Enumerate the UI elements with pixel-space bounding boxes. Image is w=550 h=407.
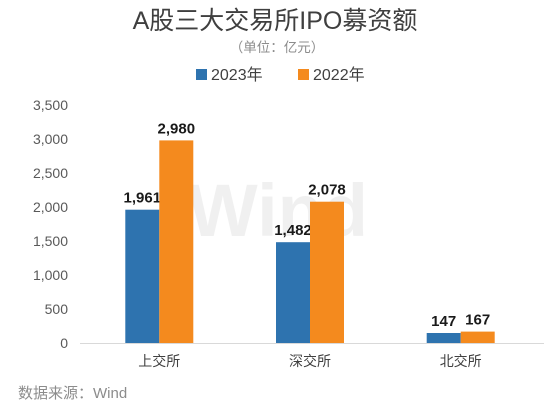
data-label-series1-cat1: 1,961 [124, 190, 162, 207]
bar-series1-cat2 [276, 242, 310, 343]
y-tick-label: 2,000 [33, 199, 68, 215]
data-label-series2-cat3: 167 [465, 312, 490, 329]
data-label-series1-cat3: 147 [431, 313, 456, 330]
legend-swatch-series2 [298, 69, 309, 80]
x-axis: 上交所 深交所 北交所 [80, 343, 544, 369]
legend-item-series2: 2022年 [298, 66, 365, 84]
chart-subtitle: （单位：亿元） [230, 40, 325, 55]
x-tick-label: 上交所 [138, 353, 180, 369]
x-tick-label: 深交所 [289, 353, 331, 369]
y-tick-label: 3,500 [33, 97, 68, 113]
data-label-series1-cat2: 1,482 [274, 222, 312, 239]
y-tick-label: 2,500 [33, 165, 68, 181]
y-axis: 0 500 1,000 1,500 2,000 2,500 3,000 3,500 [33, 97, 68, 351]
legend: 2023年 2022年 [196, 66, 365, 84]
bar-series1-cat1 [125, 209, 160, 343]
bar-series1-cat3 [426, 333, 461, 343]
bar-series2-cat2 [310, 201, 344, 343]
y-tick-label: 1,000 [33, 267, 68, 283]
legend-label-series2: 2022年 [313, 66, 365, 84]
bar-series2-cat1 [159, 140, 194, 343]
plot-area: 1,961 2,980 1,482 2,078 147 167 [124, 120, 495, 343]
legend-swatch-series1 [196, 69, 207, 80]
legend-label-series1: 2023年 [211, 66, 263, 84]
data-label-series2-cat1: 2,980 [158, 120, 196, 137]
y-tick-label: 0 [60, 335, 68, 351]
chart-title: A股三大交易所IPO募资额 [133, 7, 418, 35]
bar-series2-cat3 [460, 331, 495, 343]
source-note: 数据来源：Wind [18, 385, 127, 402]
x-tick-label: 北交所 [440, 353, 482, 369]
y-tick-label: 3,000 [33, 131, 68, 147]
y-tick-label: 1,500 [33, 233, 68, 249]
data-label-series2-cat2: 2,078 [308, 182, 346, 199]
legend-item-series1: 2023年 [196, 66, 263, 84]
y-tick-label: 500 [45, 301, 69, 317]
